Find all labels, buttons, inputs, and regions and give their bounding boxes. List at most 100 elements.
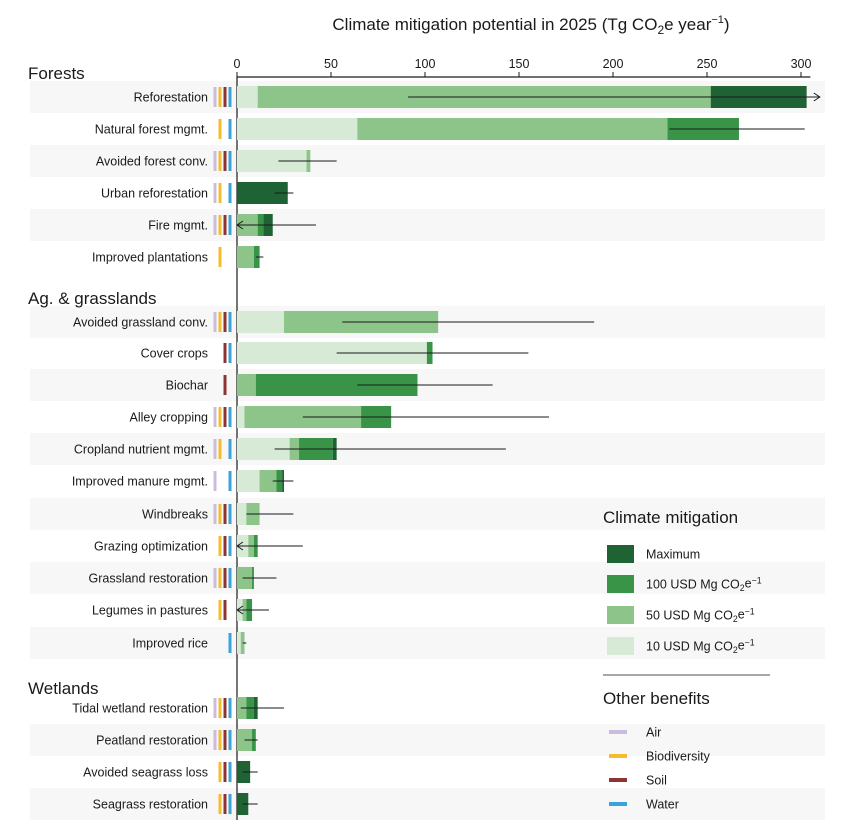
bar-row: Improved plantations [92, 246, 264, 268]
benefit-biodiversity-marker [218, 698, 222, 718]
row-label: Avoided grassland conv. [73, 316, 208, 330]
x-tick-label: 250 [697, 57, 718, 71]
benefit-biodiversity-marker [218, 119, 222, 139]
benefit-air-marker [213, 730, 217, 750]
segment-10usd [237, 311, 284, 333]
legend-soil-label: Soil [646, 774, 667, 788]
x-tick-label: 100 [415, 57, 436, 71]
row-label: Improved rice [132, 637, 208, 651]
benefit-biodiversity-marker [218, 536, 222, 556]
benefit-soil-marker [223, 600, 227, 620]
bar-row: Improved rice [132, 632, 247, 654]
benefit-biodiversity-marker [218, 568, 222, 588]
row-band [30, 724, 825, 756]
benefit-soil-marker [223, 312, 227, 332]
segment-50usd [259, 470, 277, 492]
benefit-soil-marker [223, 536, 227, 556]
legend-label-max: Maximum [646, 548, 700, 562]
row-band [30, 145, 825, 177]
benefit-water-marker [228, 633, 232, 653]
row-label: Peatland restoration [96, 734, 208, 748]
row-label: Alley cropping [129, 411, 208, 425]
benefit-soil-marker [223, 215, 227, 235]
benefit-water-marker [228, 215, 232, 235]
legend-label-10: 10 USD Mg CO2e−1 [646, 637, 755, 655]
benefit-soil-marker [223, 762, 227, 782]
row-label: Seagrass restoration [93, 798, 208, 812]
row-label: Legumes in pastures [92, 604, 208, 618]
legend-swatch-10 [607, 637, 634, 655]
row-label: Improved plantations [92, 251, 208, 265]
row-label: Biochar [166, 379, 208, 393]
benefit-water-marker [228, 119, 232, 139]
benefit-biodiversity-marker [218, 794, 222, 814]
row-label: Avoided seagrass loss [83, 766, 208, 780]
benefit-soil-marker [223, 375, 227, 395]
legend-label-100: 100 USD Mg CO2e−1 [646, 575, 762, 593]
segment-10usd [237, 150, 307, 172]
row-band [30, 209, 825, 241]
bar-row: Seagrass restoration [93, 793, 258, 815]
benefit-water-marker [228, 762, 232, 782]
benefit-soil-marker [223, 407, 227, 427]
benefit-air-marker [213, 151, 217, 171]
benefit-biodiversity-marker [218, 439, 222, 459]
segment-50usd [357, 118, 668, 140]
row-band [30, 562, 825, 594]
bar-row: Grazing optimization [94, 535, 303, 557]
group-title: Ag. & grasslands [28, 289, 157, 308]
benefit-water-marker [228, 568, 232, 588]
bar-row: Reforestation [134, 86, 821, 108]
x-tick-label: 150 [509, 57, 530, 71]
benefit-soil-marker [223, 698, 227, 718]
x-tick-label: 0 [234, 57, 241, 71]
x-tick-label: 300 [791, 57, 812, 71]
x-axis: 0 50 100 150 200 250 300 [234, 57, 812, 820]
bar-row: Fire mgmt. [148, 214, 316, 236]
bar-rows: Forests Reforestation Natural forest mgmt.… [28, 64, 821, 815]
benefit-air-marker [213, 439, 217, 459]
bar-row: Windbreaks [142, 503, 294, 525]
error-arrow-left [236, 605, 244, 615]
bar-row: Avoided forest conv. [96, 150, 337, 172]
x-tick-label: 50 [324, 57, 338, 71]
error-arrow-left [236, 541, 244, 551]
bar-row: Avoided seagrass loss [83, 761, 258, 783]
benefit-soil-marker [223, 343, 227, 363]
row-label: Urban reforestation [101, 187, 208, 201]
row-band [30, 788, 825, 820]
error-arrow-left [236, 220, 244, 230]
bar-row: Grassland restoration [88, 567, 277, 589]
benefit-air-marker [213, 215, 217, 235]
benefit-biodiversity-marker [218, 312, 222, 332]
segment-10usd [237, 632, 241, 654]
legend-water-label: Water [646, 798, 679, 812]
segment-50usd [240, 632, 245, 654]
segment-maximum [237, 182, 288, 204]
benefit-soil-marker [223, 730, 227, 750]
segment-10usd [237, 342, 427, 364]
segment-100usd [255, 374, 418, 396]
benefit-water-marker [228, 794, 232, 814]
legend-swatch-max [607, 545, 634, 563]
benefit-water-marker [228, 471, 232, 491]
segment-10usd [237, 438, 290, 460]
benefit-air-marker [213, 87, 217, 107]
legend-benefits-title: Other benefits [603, 689, 710, 708]
bar-row: Improved manure mgmt. [72, 470, 294, 492]
benefit-air-marker [213, 183, 217, 203]
row-band [30, 498, 825, 530]
benefit-air-marker [213, 504, 217, 524]
row-label: Grassland restoration [88, 572, 208, 586]
bar-row: Urban reforestation [101, 182, 294, 204]
legend: Climate mitigation Maximum 100 USD Mg CO2e… [603, 508, 770, 812]
segment-50usd [237, 374, 256, 396]
benefit-water-marker [228, 504, 232, 524]
row-label: Grazing optimization [94, 540, 208, 554]
benefit-air-marker [213, 312, 217, 332]
benefit-biodiversity-marker [218, 247, 222, 267]
row-label: Reforestation [134, 91, 208, 105]
row-band [30, 627, 825, 659]
benefit-water-marker [228, 439, 232, 459]
row-label: Tidal wetland restoration [72, 702, 208, 716]
